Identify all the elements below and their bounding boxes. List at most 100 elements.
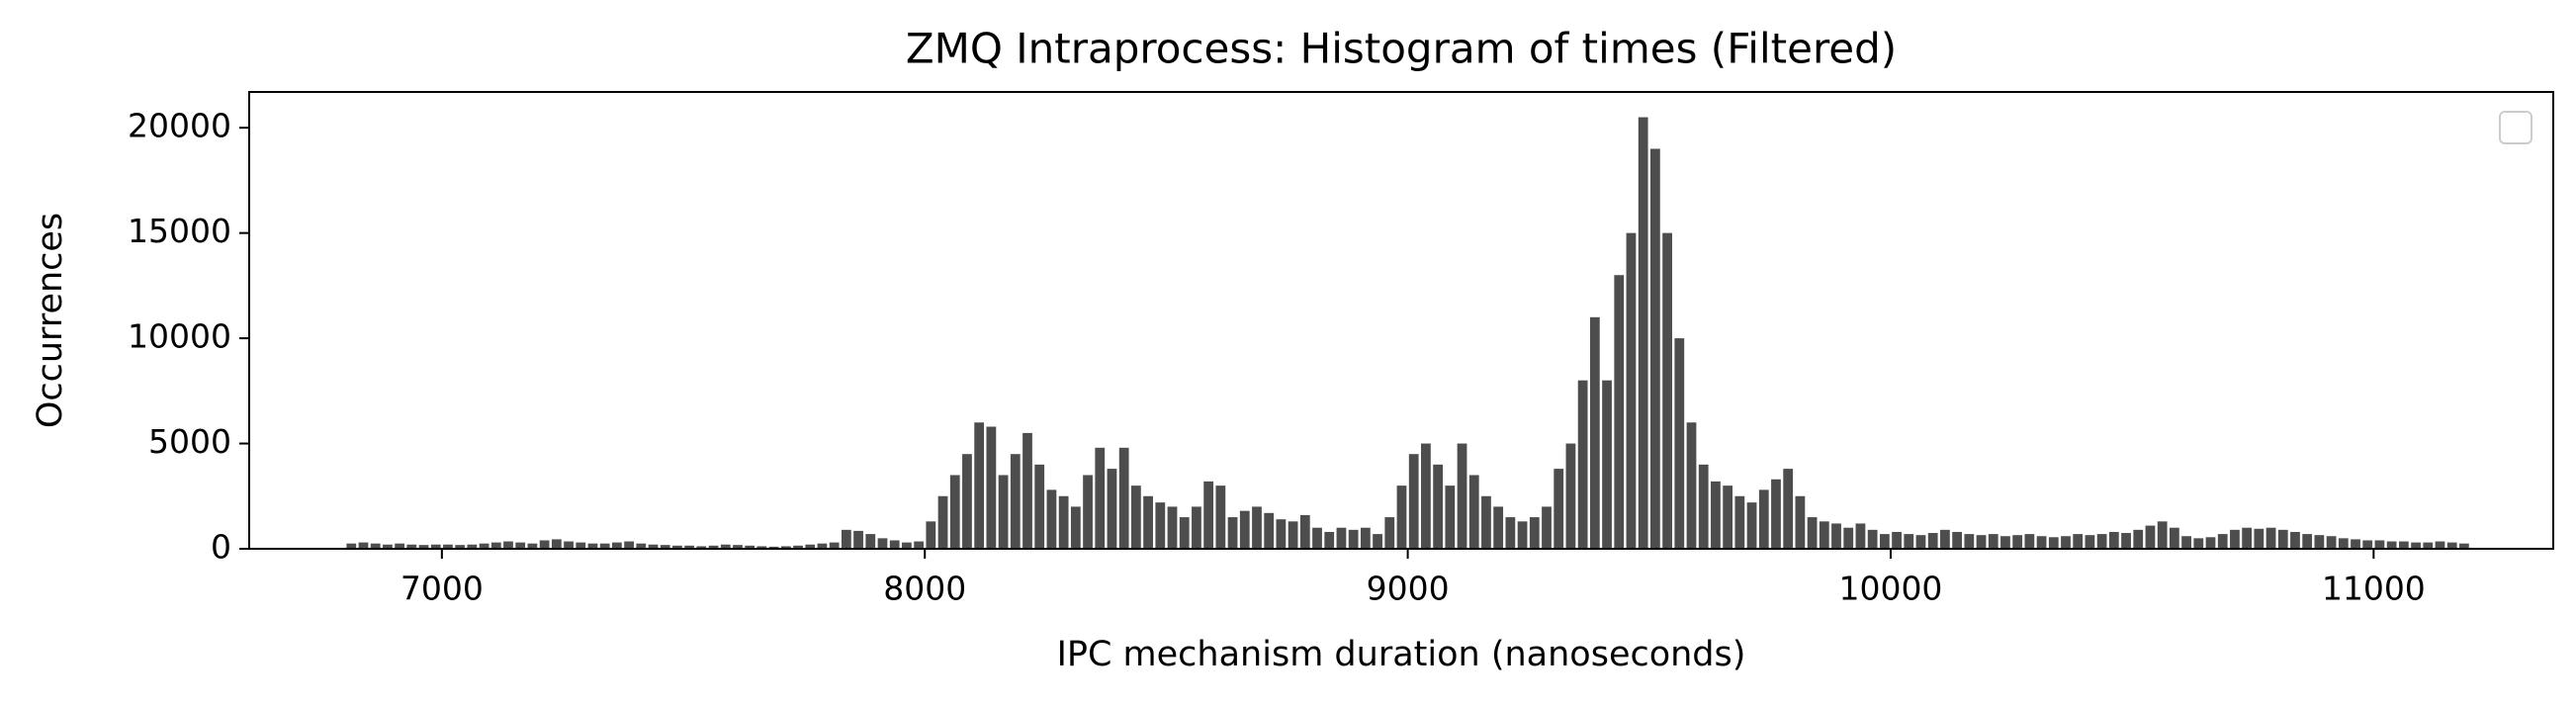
bar bbox=[1324, 531, 1335, 549]
bar bbox=[1179, 517, 1190, 549]
bar bbox=[1952, 531, 1962, 549]
bar bbox=[902, 542, 912, 549]
bar bbox=[1505, 517, 1516, 549]
bar bbox=[1783, 469, 1794, 549]
bar bbox=[2048, 537, 2059, 549]
bar bbox=[1904, 534, 1914, 549]
bar bbox=[2411, 542, 2421, 549]
bar bbox=[2036, 536, 2047, 549]
bar bbox=[2133, 529, 2144, 549]
bar bbox=[1046, 489, 1057, 549]
bar bbox=[406, 544, 417, 549]
bar bbox=[2145, 525, 2156, 549]
bar bbox=[708, 545, 719, 549]
bar bbox=[395, 543, 405, 549]
bar bbox=[1360, 527, 1371, 549]
bar bbox=[1723, 485, 1733, 549]
bar bbox=[1095, 447, 1106, 549]
bar bbox=[937, 495, 948, 549]
bar bbox=[1674, 338, 1685, 549]
y-tick-label: 15000 bbox=[128, 212, 231, 250]
bar bbox=[2000, 536, 2010, 549]
bar bbox=[768, 546, 779, 549]
bar bbox=[1457, 443, 1467, 549]
bar bbox=[877, 538, 888, 549]
bar bbox=[829, 542, 840, 549]
bar bbox=[479, 543, 489, 549]
bar bbox=[430, 544, 441, 549]
bar bbox=[817, 543, 828, 549]
bar bbox=[1107, 469, 1117, 549]
chart-title: ZMQ Intraprocess: Histogram of times (Fi… bbox=[906, 25, 1897, 73]
bar bbox=[684, 545, 695, 549]
bar bbox=[490, 542, 501, 549]
bar bbox=[2061, 536, 2071, 549]
bar bbox=[2326, 536, 2337, 549]
bar bbox=[1118, 447, 1129, 549]
bar bbox=[1396, 485, 1407, 549]
bar bbox=[564, 541, 574, 549]
y-tick-label: 20000 bbox=[128, 107, 231, 145]
bar bbox=[1843, 527, 1854, 549]
bar bbox=[2073, 534, 2084, 549]
bar bbox=[2217, 534, 2228, 549]
y-axis-label: Occurrences bbox=[31, 213, 70, 428]
bar bbox=[1940, 529, 1950, 549]
bar bbox=[624, 541, 634, 549]
bar bbox=[1288, 521, 1298, 549]
bar bbox=[1879, 534, 1890, 549]
bar bbox=[2230, 529, 2240, 549]
bar bbox=[1022, 432, 1032, 549]
bar bbox=[2193, 538, 2204, 549]
bar bbox=[1915, 535, 1926, 549]
bar bbox=[1083, 475, 1093, 549]
axes-frame bbox=[248, 91, 2554, 550]
bar bbox=[2254, 528, 2265, 549]
bar bbox=[1614, 275, 1625, 549]
bar bbox=[998, 475, 1009, 549]
bar bbox=[1167, 506, 1178, 549]
bar bbox=[1348, 529, 1359, 549]
bar bbox=[2242, 527, 2253, 549]
bar bbox=[865, 534, 876, 549]
bar bbox=[636, 543, 647, 549]
bar bbox=[2423, 542, 2434, 549]
bar bbox=[1421, 443, 1431, 549]
bar bbox=[2374, 540, 2385, 549]
bar bbox=[672, 545, 682, 549]
bar bbox=[2398, 541, 2409, 549]
bar bbox=[1686, 422, 1697, 549]
bar bbox=[2446, 542, 2457, 549]
bar bbox=[1976, 535, 1987, 549]
bar bbox=[1155, 502, 1166, 549]
bar bbox=[914, 541, 925, 549]
bar bbox=[527, 543, 538, 549]
bar bbox=[793, 545, 803, 549]
bar bbox=[358, 542, 369, 549]
bar bbox=[733, 545, 743, 549]
bar bbox=[660, 545, 670, 549]
bar bbox=[1445, 485, 1456, 549]
bar bbox=[1855, 523, 1866, 549]
plot-area bbox=[346, 117, 2469, 550]
bar bbox=[986, 426, 997, 549]
bar bbox=[1336, 527, 1347, 549]
bar bbox=[515, 542, 526, 549]
bar bbox=[1577, 380, 1588, 549]
x-axis-label: IPC mechanism duration (nanoseconds) bbox=[1057, 635, 1746, 674]
bar bbox=[1734, 495, 1745, 549]
bar bbox=[1493, 506, 1504, 549]
bar bbox=[346, 543, 357, 549]
bar bbox=[1662, 232, 1672, 550]
bar bbox=[1517, 521, 1528, 549]
bar bbox=[551, 539, 562, 549]
bar bbox=[2121, 533, 2131, 549]
bar bbox=[2386, 541, 2397, 549]
bar bbox=[1542, 506, 1552, 549]
bar bbox=[1988, 534, 1999, 549]
bar bbox=[2169, 527, 2179, 549]
bar bbox=[1203, 481, 1214, 549]
bar bbox=[1602, 380, 1612, 549]
bar bbox=[1433, 464, 1443, 549]
